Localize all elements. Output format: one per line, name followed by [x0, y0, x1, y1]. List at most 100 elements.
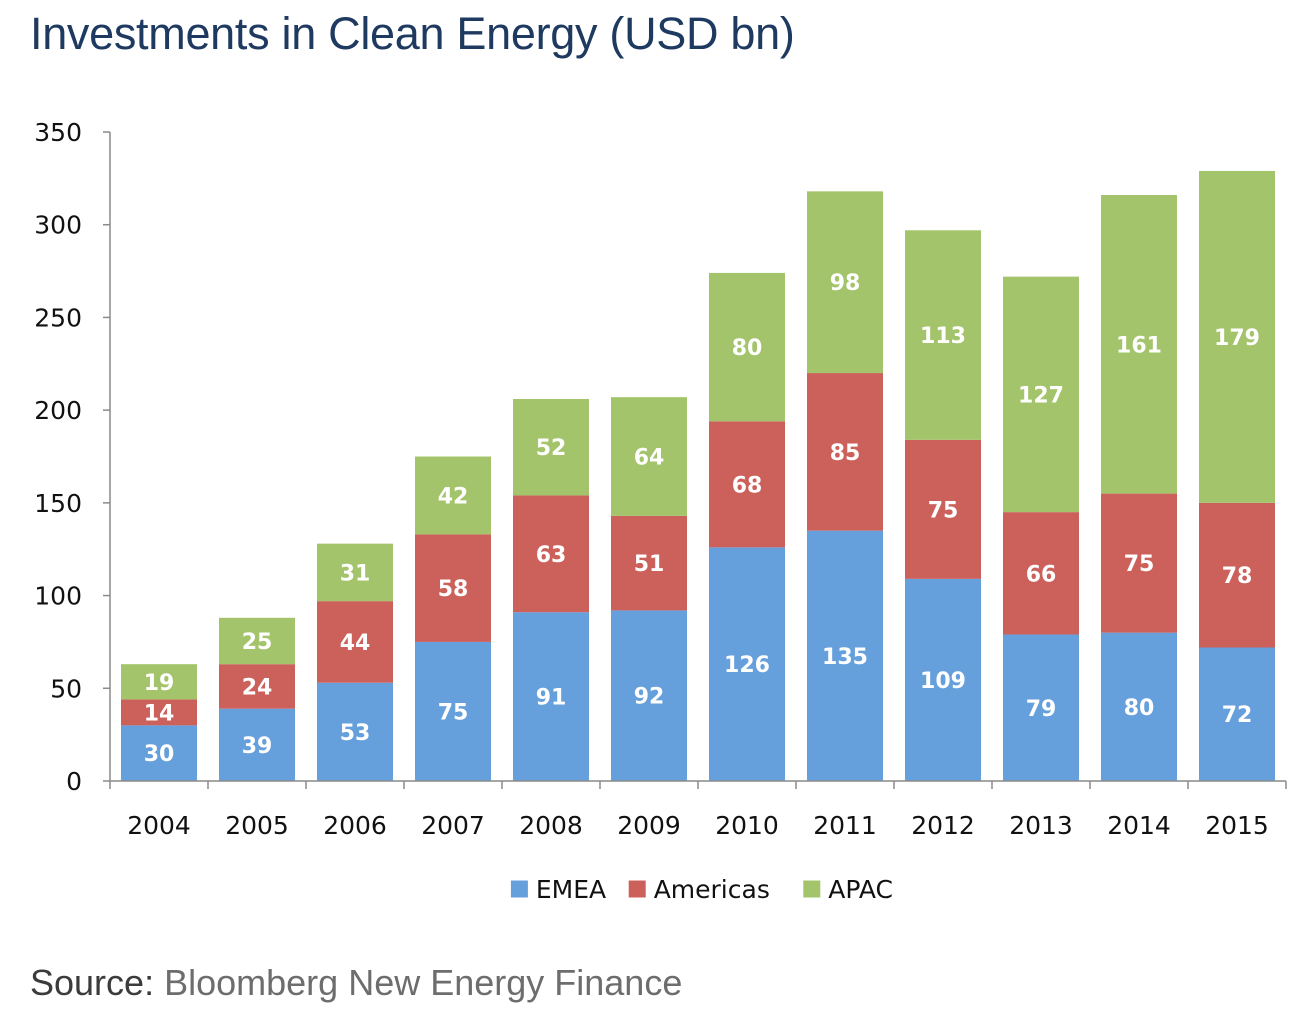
bar-apac-2004 — [121, 664, 197, 700]
data-label-apac-2010: 80 — [732, 336, 763, 361]
bar-americas-2015 — [1199, 502, 1275, 648]
bar-americas-2010 — [709, 421, 785, 548]
data-label-emea-2006: 53 — [340, 721, 371, 746]
bar-americas-2007 — [415, 534, 491, 642]
bar-emea-2004 — [121, 725, 197, 781]
y-tick-label-50: 50 — [50, 674, 82, 703]
data-label-apac-2013: 127 — [1018, 383, 1064, 408]
x-tick-label-2012: 2012 — [911, 811, 975, 840]
x-tick-label-2009: 2009 — [617, 811, 681, 840]
y-tick-label-250: 250 — [34, 303, 82, 332]
bar-emea-2008 — [513, 612, 589, 781]
axes-layer: 0 50 100 150 200 250 300 350 2004 2005 2006 2007 200… — [34, 118, 1287, 840]
x-tick-label-2013: 2013 — [1009, 811, 1073, 840]
bars-layer — [121, 170, 1275, 781]
data-label-americas-2004: 14 — [144, 701, 175, 726]
bar-americas-2014 — [1101, 493, 1177, 633]
data-label-americas-2010: 68 — [732, 473, 763, 498]
data-label-apac-2009: 64 — [634, 446, 665, 471]
data-label-apac-2004: 19 — [144, 671, 175, 696]
x-tick-label-2011: 2011 — [813, 811, 877, 840]
y-tick-label-350: 350 — [34, 118, 82, 147]
y-tick-label-0: 0 — [66, 767, 82, 796]
bar-emea-2013 — [1003, 634, 1079, 781]
bar-emea-2011 — [807, 530, 883, 781]
data-label-americas-2012: 75 — [928, 498, 959, 523]
bar-apac-2012 — [905, 230, 981, 440]
y-tick-label-100: 100 — [34, 582, 82, 611]
data-label-americas-2006: 44 — [340, 631, 371, 656]
data-label-americas-2014: 75 — [1124, 552, 1155, 577]
source-label: Source: — [30, 962, 155, 1003]
data-label-emea-2010: 126 — [724, 653, 770, 678]
data-label-apac-2005: 25 — [242, 630, 273, 655]
data-label-apac-2008: 52 — [536, 436, 567, 461]
source-text: Bloomberg New Energy Finance — [164, 962, 683, 1003]
bar-emea-2012 — [905, 578, 981, 781]
bar-americas-2006 — [317, 601, 393, 683]
data-label-americas-2007: 58 — [438, 577, 469, 602]
bar-emea-2015 — [1199, 647, 1275, 781]
x-tick-label-2007: 2007 — [421, 811, 485, 840]
data-label-apac-2006: 31 — [340, 561, 371, 586]
bar-americas-2013 — [1003, 512, 1079, 635]
x-tick-label-2014: 2014 — [1107, 811, 1171, 840]
data-label-emea-2015: 72 — [1222, 703, 1253, 728]
source-note: Source: Bloomberg New Energy Finance — [30, 962, 682, 1004]
stacked-bar-chart: 30 14 19 39 24 25 53 44 31 75 58 42 91 63 52 92 51 64 126 6… — [34, 118, 1287, 904]
data-label-emea-2012: 109 — [920, 669, 966, 694]
data-label-emea-2009: 92 — [634, 685, 665, 710]
bar-apac-2007 — [415, 456, 491, 535]
bar-apac-2010 — [709, 272, 785, 422]
x-tick-label-2006: 2006 — [323, 811, 387, 840]
legend-swatch-americas — [628, 880, 646, 898]
bar-apac-2014 — [1101, 195, 1177, 494]
x-tick-label-2004: 2004 — [127, 811, 191, 840]
data-label-apac-2015: 179 — [1214, 326, 1260, 351]
bar-apac-2005 — [219, 617, 295, 665]
data-label-americas-2015: 78 — [1222, 564, 1253, 589]
legend-swatch-apac — [803, 880, 821, 898]
data-label-emea-2008: 91 — [536, 686, 567, 711]
bar-emea-2010 — [709, 547, 785, 781]
data-label-emea-2013: 79 — [1026, 697, 1057, 722]
bar-americas-2008 — [513, 495, 589, 613]
data-label-apac-2012: 113 — [920, 324, 966, 349]
data-label-americas-2009: 51 — [634, 552, 665, 577]
bar-emea-2007 — [415, 641, 491, 781]
x-tick-label-2008: 2008 — [519, 811, 583, 840]
data-label-americas-2005: 24 — [242, 675, 273, 700]
x-tick-label-2010: 2010 — [715, 811, 779, 840]
data-label-emea-2004: 30 — [144, 742, 175, 767]
data-label-emea-2007: 75 — [438, 700, 469, 725]
data-label-apac-2011: 98 — [830, 271, 861, 296]
bar-emea-2005 — [219, 708, 295, 781]
data-label-emea-2011: 135 — [822, 645, 868, 670]
bar-apac-2011 — [807, 191, 883, 374]
bar-emea-2009 — [611, 610, 687, 781]
bar-americas-2009 — [611, 515, 687, 611]
legend-label-apac: APAC — [828, 875, 893, 904]
legend-swatch-emea — [510, 880, 528, 898]
data-labels-layer: 30 14 19 39 24 25 53 44 31 75 58 42 91 63 52 92 51 64 126 6… — [144, 271, 1260, 767]
y-tick-label-200: 200 — [34, 396, 82, 425]
data-label-emea-2005: 39 — [242, 734, 273, 759]
legend-label-americas: Americas — [654, 875, 770, 904]
bar-americas-2004 — [121, 699, 197, 726]
bar-americas-2005 — [219, 664, 295, 709]
bar-apac-2015 — [1199, 170, 1275, 503]
bar-apac-2008 — [513, 399, 589, 496]
bar-emea-2006 — [317, 682, 393, 781]
bar-apac-2009 — [611, 397, 687, 516]
bar-apac-2013 — [1003, 276, 1079, 513]
y-tick-label-300: 300 — [34, 211, 82, 240]
legend: EMEA Americas APAC — [510, 875, 893, 904]
bar-americas-2012 — [905, 439, 981, 579]
bar-apac-2006 — [317, 543, 393, 602]
data-label-americas-2013: 66 — [1026, 562, 1057, 587]
data-label-emea-2014: 80 — [1124, 696, 1155, 721]
data-label-americas-2008: 63 — [536, 543, 567, 568]
chart-title: Investments in Clean Energy (USD bn) — [30, 8, 795, 59]
x-tick-label-2005: 2005 — [225, 811, 289, 840]
bar-americas-2011 — [807, 373, 883, 531]
